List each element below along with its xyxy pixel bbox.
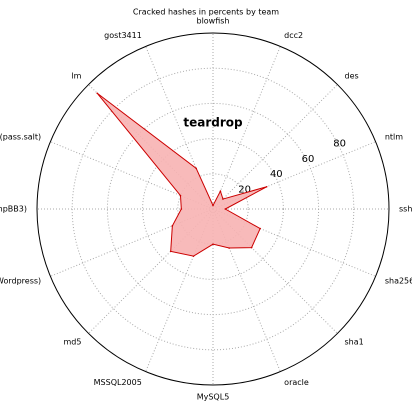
spoke [212, 208, 281, 372]
spoke [88, 208, 214, 334]
category-label: MSSQL2005 [94, 378, 142, 387]
vertex [96, 92, 99, 95]
spoke [212, 141, 376, 210]
category-label: sha256 [385, 276, 412, 285]
category-label: gost3411 [104, 31, 142, 40]
category-label: md5(pass.salt) [0, 133, 41, 142]
category-label: md5(phpBB3) [0, 205, 27, 214]
spoke [145, 46, 214, 210]
spoke [145, 208, 214, 372]
r-tick-label: 60 [302, 154, 315, 165]
category-label: oracle [284, 378, 309, 387]
chart-title: Cracked hashes in percents by team [133, 8, 279, 17]
spoke [212, 208, 376, 277]
category-label: sha1 [345, 337, 364, 346]
category-label: lm [71, 72, 81, 81]
vertex [212, 204, 214, 207]
category-label: ssha [399, 205, 412, 214]
vertex [171, 225, 174, 227]
r-tick-label: 40 [270, 169, 283, 180]
grid-circle [71, 67, 355, 351]
vertex [224, 208, 227, 210]
spoke [212, 46, 281, 210]
vertex [180, 208, 183, 210]
vertex [219, 190, 222, 192]
vertex [222, 198, 224, 200]
grid-circle [142, 138, 284, 280]
r-tick-label: 20 [238, 185, 251, 196]
category-label: md5 [64, 337, 82, 346]
outer-circle [36, 32, 390, 386]
spoke [50, 141, 214, 210]
vertex [259, 227, 261, 230]
category-label: des [345, 72, 359, 81]
category-label: dcc2 [284, 31, 303, 40]
spoke [50, 208, 214, 277]
category-label: MySQL5 [197, 393, 230, 402]
vertex [169, 250, 172, 253]
grid-circle [177, 173, 249, 245]
spoke [212, 208, 338, 334]
vertex [212, 243, 214, 245]
vertex [179, 194, 182, 197]
category-label: md5(Wordpress) [0, 276, 41, 285]
category-label: ntlm [385, 133, 403, 142]
category-label: blowfish [196, 17, 229, 26]
vertex [250, 246, 253, 249]
spoke [212, 84, 338, 210]
series-label: teardrop [183, 116, 243, 130]
vertex [192, 255, 195, 257]
vertex [265, 185, 268, 188]
r-tick-label: 80 [333, 138, 346, 149]
vertex [195, 167, 197, 170]
vertex [228, 247, 230, 249]
